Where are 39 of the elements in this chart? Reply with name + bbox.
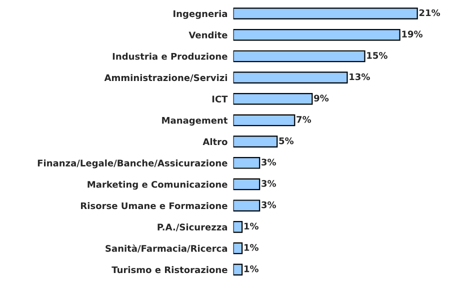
data-label: 7% — [296, 116, 312, 123]
data-label: 3% — [262, 201, 276, 208]
data-label: 3% — [262, 158, 276, 166]
bar — [233, 136, 278, 148]
bar — [233, 93, 313, 105]
bar — [233, 264, 243, 276]
data-label: 1% — [244, 244, 258, 251]
y-tick-label: Marketing e Comunicazione — [88, 180, 228, 190]
y-tick-label: Amministrazione/Servizi — [104, 74, 227, 82]
data-label: 5% — [279, 137, 294, 144]
y-tick-label: Management — [162, 117, 228, 126]
bar — [233, 8, 418, 20]
bar — [233, 50, 366, 62]
y-tick-label: Finanza/Legale/Banche/Assicurazione — [38, 159, 228, 168]
bar — [233, 242, 243, 254]
y-tick-label: ICT — [212, 96, 228, 102]
data-label: 9% — [314, 94, 329, 102]
y-tick-label: Risorse Umane e Formazione — [81, 202, 228, 210]
bar — [233, 114, 296, 126]
y-tick-label: Turismo e Ristorazione — [112, 266, 228, 274]
bar — [233, 178, 260, 190]
y-tick-label: Ingegneria — [174, 10, 228, 19]
data-label: 1% — [244, 222, 258, 230]
y-tick-label: Vendite — [188, 31, 228, 38]
y-tick-label: Industria e Produzione — [112, 52, 228, 60]
data-label: 13% — [350, 73, 370, 80]
bar — [233, 157, 260, 169]
y-tick-label: Altro — [202, 138, 228, 146]
bar — [233, 28, 400, 41]
y-tick-label: Sanità/Farmacia/Ricerca — [106, 244, 228, 253]
data-label: 1% — [244, 265, 258, 272]
bar — [233, 200, 260, 212]
data-label: 21% — [419, 9, 440, 16]
data-label: 19% — [402, 30, 423, 38]
bar — [233, 221, 243, 233]
bar — [233, 72, 348, 84]
data-label: 15% — [367, 52, 388, 59]
data-label: 3% — [262, 180, 276, 187]
y-tick-label: P.A./Sicurezza — [158, 224, 228, 232]
